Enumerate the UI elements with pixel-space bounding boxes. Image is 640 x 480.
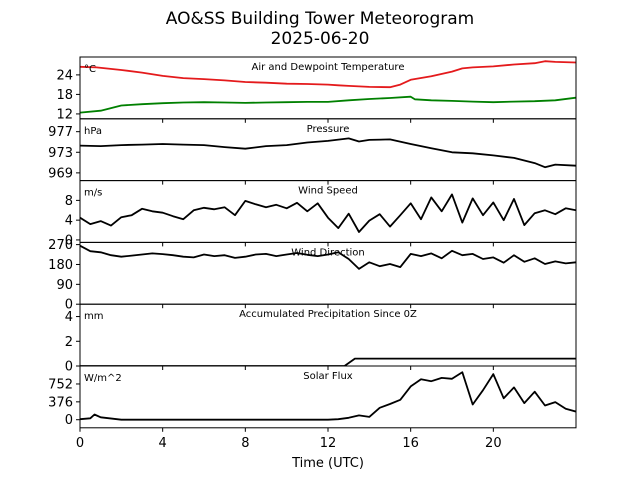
panel-wind_speed: 0 4 8 Wind Speed m/s: [65, 180, 577, 248]
panel-unit-label: mm: [84, 311, 103, 322]
series-line-temperature-1: [80, 60, 576, 89]
y-tick-label: 4: [65, 310, 73, 325]
y-tick-label: 969: [48, 166, 73, 181]
x-axis-label: Time (UTC): [291, 456, 364, 471]
panel-unit-label: W/m^2: [84, 373, 122, 384]
y-tick-label: 0: [65, 233, 73, 248]
chart-title: AO&SS Building Tower Meteorogram: [165, 9, 475, 29]
y-tick-label: 270: [48, 238, 73, 253]
panel-solar_flux: 0 376 752 Solar Flux W/m^2: [48, 365, 577, 432]
y-tick-label: 12: [56, 107, 73, 122]
panel-precipitation: 0 2 4 Accumulated Precipitation Since 0Z mm: [65, 303, 577, 375]
series-line-pressure-1: [80, 137, 576, 169]
y-tick-label: 4: [65, 214, 73, 229]
panel-title: Solar Flux: [303, 371, 353, 382]
y-tick-label: 973: [48, 146, 73, 161]
series-line-wind_speed-1: [80, 193, 576, 233]
y-tick-label: 0: [65, 298, 73, 313]
panel-pressure: 969 973 977 Pressure hPa: [48, 118, 577, 185]
y-tick-label: 0: [65, 360, 73, 375]
y-tick-label: 8: [65, 194, 73, 209]
x-tick-label: 8: [241, 436, 249, 451]
y-tick-label: 376: [48, 395, 73, 410]
x-tick-label: 16: [402, 436, 419, 451]
y-tick-label: 90: [56, 278, 73, 293]
panel-unit-label: hPa: [84, 126, 102, 137]
panel-title: Wind Direction: [291, 247, 365, 258]
panel-title: Accumulated Precipitation Since 0Z: [239, 309, 417, 320]
series-line-wind_direction-1: [80, 244, 576, 270]
panel-temperature: 12 18 24 Air and Dewpoint Temperature °C: [56, 56, 577, 123]
y-tick-label: 18: [56, 88, 73, 103]
y-tick-label: 24: [56, 68, 73, 83]
y-tick-label: 0: [65, 413, 73, 428]
y-tick-label: 180: [48, 258, 73, 273]
y-tick-label: 752: [48, 377, 73, 392]
series-line-temperature-2: [80, 95, 576, 114]
panel-title: Wind Speed: [298, 186, 358, 197]
panel-unit-label: m/s: [84, 188, 102, 199]
y-tick-label: 2: [65, 335, 73, 350]
y-tick-label: 977: [48, 125, 73, 140]
x-tick-label: 0: [76, 436, 84, 451]
panel-unit-label: °C: [84, 64, 96, 75]
chart-subtitle: 2025-06-20: [270, 29, 370, 49]
series-line-solar_flux-1: [80, 371, 576, 421]
series-line-precipitation-1: [80, 357, 576, 367]
x-tick-label: 12: [320, 436, 337, 451]
panel-title: Air and Dewpoint Temperature: [252, 62, 405, 73]
panel-title: Pressure: [307, 124, 350, 135]
x-tick-label: 20: [485, 436, 502, 451]
panel-wind_direction: 0 90 180 270 Wind Direction: [48, 238, 577, 313]
x-tick-label: 4: [159, 436, 167, 451]
